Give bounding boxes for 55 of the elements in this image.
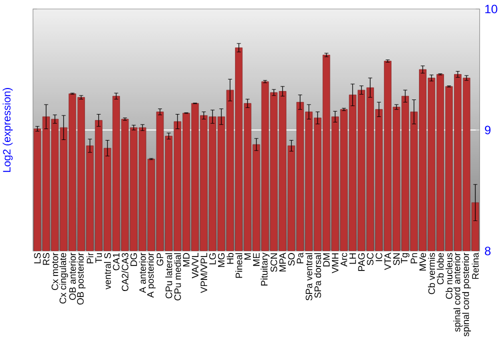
x-tick-label: IC (376, 252, 382, 262)
x-tick-label: MPA (279, 252, 286, 272)
x-tick-label: Retina (472, 252, 479, 279)
x-tick-label: ventral S (104, 253, 111, 290)
x-tick-label: RS (42, 253, 50, 265)
x-tick-label: LH (349, 253, 356, 264)
x-tick-label: CPu medial (174, 253, 181, 300)
x-tick-label: CA1 (112, 253, 120, 270)
x-tick-label: A anterior (139, 252, 146, 294)
x-tick-label: VA/VL (192, 252, 198, 278)
x-tick-label: Arc (340, 252, 348, 267)
x-tick-label: Pineal (235, 253, 242, 278)
x-tick-label: spinal cord posterior (462, 252, 471, 336)
x-tick-label: Tu (95, 253, 102, 263)
x-tick-label: MVe (419, 253, 426, 270)
x-tick-label: Pn (410, 253, 418, 264)
x-tick-label: LS (34, 253, 41, 264)
x-tick-label: PAG (358, 253, 365, 271)
x-tick-label: Hb (226, 253, 234, 264)
x-tick-label: Cx cingulate (59, 253, 68, 304)
x-tick-label: SC (366, 252, 374, 266)
x-tick-label: spinal cord anterior (453, 252, 462, 332)
x-tick-label: Cb vermis (428, 252, 435, 294)
x-tick-label: Cb lobe (436, 253, 444, 284)
x-tick-label: MD (183, 253, 190, 266)
x-tick-label: VMH (332, 253, 338, 274)
x-tick-label: LG (209, 253, 216, 264)
x-tick-label: Cx motor (52, 252, 58, 290)
x-tick-label: SPa dorsal (314, 253, 322, 298)
x-tick-label: OB posterior (76, 252, 86, 305)
x-tick-label: SCN (270, 253, 278, 272)
x-tick-label: Pir (86, 252, 94, 264)
y-tick-label: 10 (485, 4, 498, 14)
x-tick-label: Cb nucleus (446, 252, 452, 299)
x-tick-label: SPa ventral (305, 253, 312, 300)
y-axis-title: Log2 (expression) (2, 88, 13, 172)
x-tick-label: DG (130, 253, 138, 266)
x-tick-label: A posterior (146, 252, 156, 298)
x-tick-label: MG (218, 253, 225, 267)
x-tick-label: VTA (384, 252, 391, 270)
x-tick-label: DM (323, 253, 330, 266)
x-tick-label: CPu lateral (165, 253, 172, 298)
x-tick-label: Pituitary (260, 252, 270, 286)
x-tick-label: SN (393, 253, 400, 266)
x-tick-label: Tg (401, 253, 410, 264)
x-tick-label: Pa (296, 252, 304, 264)
y-tick-label: 9 (484, 126, 490, 134)
x-tick-label: GP (156, 253, 164, 266)
x-tick-label: SO (288, 253, 295, 266)
x-tick-label: ME (253, 253, 260, 266)
x-tick-label: CA2/CA3 (122, 253, 128, 292)
x-tick-label: VPM/VPL (200, 252, 208, 294)
x-tick-label: M (244, 253, 251, 260)
x-tick-label: OB anterior (68, 252, 76, 300)
y-tick-label: 8 (484, 246, 491, 256)
